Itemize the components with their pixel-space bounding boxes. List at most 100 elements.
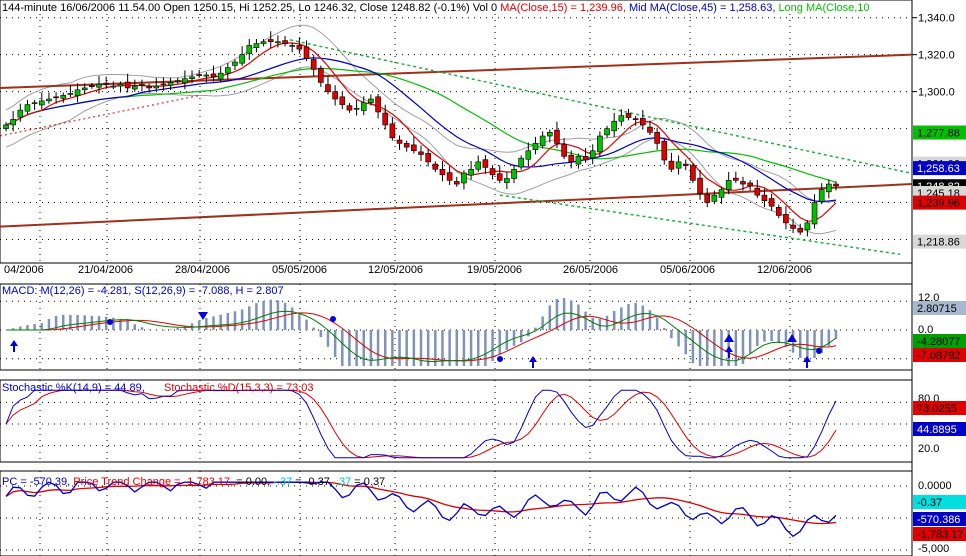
date-axis-label: 19/05/2006: [467, 264, 522, 276]
candle-body: [697, 177, 703, 194]
candle-body: [103, 82, 109, 85]
panel-frame-2: [0, 379, 913, 463]
stoch-d-title: Stochastic %D(15,3,3) = 73.03: [164, 382, 314, 394]
price-tag-label: 1,258.63: [917, 163, 960, 175]
candle-body: [496, 173, 503, 181]
candle-body: [124, 81, 131, 89]
candle-body: [89, 85, 95, 88]
candle-body: [117, 83, 124, 87]
candle-body: [790, 224, 796, 229]
candle-body: [282, 40, 288, 44]
candle-body: [439, 168, 446, 176]
macd-title: MACD: M(12,26) = -4.281, S(12,26,9) = -7…: [2, 285, 284, 297]
candle-body: [625, 113, 632, 118]
candle-body: [525, 150, 532, 160]
candle-body: [246, 45, 253, 54]
mid-ma-line: [5, 57, 837, 203]
date-axis-label: 04/2006: [4, 264, 44, 276]
ma15-line: [5, 42, 837, 222]
candle-body: [826, 183, 832, 193]
candle-body: [453, 181, 460, 185]
price-tag-bg: [913, 161, 966, 176]
candle-body: [811, 202, 818, 225]
candle-body: [632, 118, 639, 120]
macd-tag-bg: [913, 301, 966, 315]
candle-body: [318, 68, 324, 83]
candle-body: [225, 67, 231, 74]
buy-arrow-icon: [803, 356, 811, 368]
macd-tag-label: -7.08792: [917, 350, 960, 362]
candle-body: [310, 59, 317, 70]
candle-body: [411, 144, 417, 152]
candle-body: [60, 95, 67, 99]
candle-body: [797, 228, 804, 233]
macd-tag-label: 2.80715: [917, 303, 957, 315]
stoch-k-line: [5, 389, 837, 459]
candle-body: [446, 172, 453, 181]
date-axis-label: 26/05/2006: [563, 264, 618, 276]
pc-title-rest: = 0.00,: [236, 476, 273, 488]
price-axis-label: 1,340.0: [918, 13, 955, 25]
pc-title-rest5: = 0.37: [351, 476, 385, 488]
candle-body: [461, 172, 467, 184]
buy-marker-icon: [724, 334, 734, 342]
candle-body: [754, 187, 761, 196]
candle-body: [74, 89, 81, 97]
pc-title: PC = -570.39, Price Trend Change = -1,78…: [2, 476, 385, 488]
candle-body: [239, 54, 245, 64]
candle-body: [382, 112, 389, 126]
price-tag-bg: [913, 234, 966, 249]
candle-body: [539, 135, 546, 146]
candle-body: [368, 98, 374, 104]
candle-body: [189, 76, 195, 79]
candle-body: [740, 181, 746, 185]
candle-body: [711, 194, 718, 202]
candle-body: [733, 177, 739, 181]
candle-body: [704, 194, 711, 203]
candle-body: [160, 83, 167, 86]
candle-body: [747, 182, 753, 187]
macd-axis-label: 0.0: [918, 324, 933, 336]
candle-body: [303, 46, 310, 59]
date-axis-label: 28/04/2006: [175, 264, 230, 276]
candle-body: [418, 151, 424, 155]
candle-body: [482, 159, 489, 168]
candle-body: [532, 143, 539, 150]
long-ma-line: [5, 67, 837, 183]
candle-body: [275, 41, 281, 44]
crossover-dot: [816, 348, 822, 354]
candle-body: [675, 161, 682, 169]
candle-body: [604, 128, 610, 136]
header-ma10: Long MA(Close,10: [778, 2, 869, 14]
pc-title-rest2: -.37: [273, 476, 292, 488]
price-header: 144-minute 16/06/2006 11.54.00 Open 1250…: [2, 2, 870, 14]
candle-body: [167, 82, 174, 86]
candle-body: [518, 157, 524, 168]
candle-body: [339, 96, 346, 105]
macd-tag-bg: [913, 334, 966, 348]
panel-frame-0: [0, 0, 913, 264]
pc-tag-bg: [913, 495, 966, 509]
red-dotted-trendline: [0, 94, 201, 137]
date-axis-label: 05/06/2006: [660, 264, 715, 276]
candle-body: [153, 85, 160, 89]
candle-body: [31, 102, 38, 105]
candle-body: [217, 72, 224, 80]
candle-body: [96, 83, 102, 88]
candle-body: [661, 140, 668, 161]
date-axis-label: 12/06/2006: [757, 264, 812, 276]
price-tag-label: 1,239.96: [917, 198, 960, 210]
pc-title-rest4: .37: [336, 476, 351, 488]
candle-body: [489, 168, 496, 176]
pc-title-rest3: = -0.37,: [292, 476, 336, 488]
candle-body: [618, 115, 625, 122]
macd-tag-label: -4.28077: [917, 336, 960, 348]
price-tag-bg: [913, 195, 966, 210]
candle-body: [589, 150, 596, 159]
sell-marker-icon: [198, 312, 208, 320]
crossover-dot: [497, 356, 503, 362]
candle-body: [768, 198, 775, 207]
candle-body: [568, 154, 575, 163]
candle-body: [46, 98, 52, 102]
